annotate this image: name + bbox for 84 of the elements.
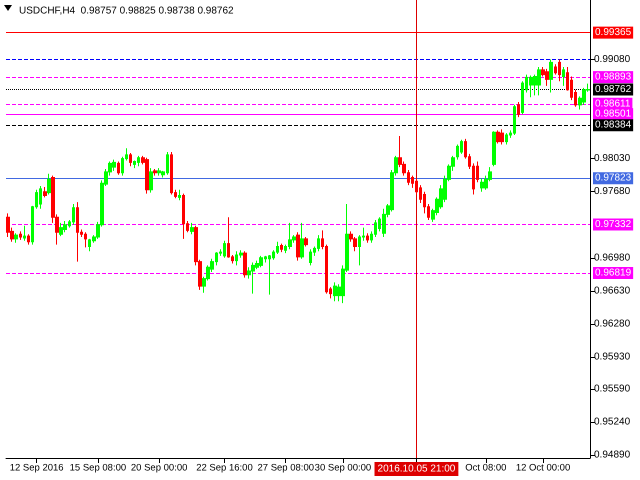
candlestick [133,160,136,169]
y-tick-label: 0.98030 [594,153,631,164]
candlestick [558,58,561,82]
candlestick [296,232,300,262]
candlestick [517,101,520,118]
y-tick-label: 0.95930 [594,351,631,362]
y-tick-label: 0.96280 [594,318,631,330]
candlestick [529,75,533,98]
candlestick [366,232,369,244]
ref-line-label: 0.98384 [595,120,632,131]
candlestick [268,254,271,296]
candlestick [14,232,18,244]
candlestick [492,130,496,167]
x-tick-label: 30 Sep 00:00 [314,462,372,474]
candlestick [182,193,185,240]
candlestick [333,282,337,302]
candlestick [545,68,549,86]
candlestick [562,66,565,86]
candlestick [190,222,194,235]
candlestick [317,234,320,252]
y-tick-label: 0.94890 [594,450,631,461]
y-tick-label: 0.96980 [594,252,631,264]
candlestick [153,168,157,176]
candlestick [223,240,226,258]
candlestick [513,104,516,136]
candlestick [280,243,283,253]
candlestick [480,178,484,192]
candlestick [23,225,26,242]
candlestick [6,212,10,238]
candlestick [129,152,132,167]
ref-line-label: 0.98762 [595,84,632,96]
candlestick [243,250,247,278]
candlestick [117,160,120,176]
x-tick-label: 15 Sep 08:00 [70,462,126,474]
ref-line-label: 0.97823 [595,172,632,184]
candlestick [112,159,116,172]
y-tick-label: 0.95590 [594,384,631,395]
candlestick [537,66,541,96]
ref-line-label: 0.99365 [595,27,632,38]
candlestick [170,152,173,196]
candlestick [72,203,75,226]
y-tick-label: 0.95240 [594,416,631,428]
candlestick [145,157,149,194]
candlestick [39,186,42,210]
candlestick [309,248,312,266]
candlestick [288,222,292,250]
candlestick [137,155,140,167]
candlestick [300,222,304,260]
text: USDCHF,H4 0.98757 0.98825 0.98738 0.98762 [19,6,234,16]
candlestick [19,230,22,240]
candlestick [59,222,63,237]
candlestick [178,189,181,201]
candlestick [251,262,255,294]
ref-line-label: 0.98893 [595,72,632,83]
candlestick [259,255,263,268]
candlestick [76,202,79,262]
x-tick-label: 12 Oct 00:00 [516,462,570,474]
x-tick-label: 22 Sep 16:00 [196,462,253,474]
candlestick [500,128,504,145]
y-tick-label: 0.97680 [594,186,631,198]
x-tick-label: 27 Sep 08:00 [257,462,314,474]
ref-line-label: 0.98501 [595,108,632,120]
candlestick [63,220,67,233]
y-tick-label: 0.96630 [594,285,631,296]
candlestick [496,130,500,144]
candlestick [549,58,553,94]
candlestick [304,236,308,247]
ref-line-label: 0.98611 [595,98,631,110]
ref-line-label: 0.96819 [595,268,632,279]
candlestick [505,132,508,145]
candlestick [47,173,51,196]
candlestick [382,208,386,238]
ref-line-label: 0.97332 [595,219,632,230]
candlestick [27,234,30,246]
x-tick-label: 2016.10.05 21:00 [378,464,456,474]
y-tick-label: 0.99080 [594,54,631,65]
candlestick [157,168,161,176]
x-tick-label: Oct 08:00 [465,462,506,474]
candlestick [582,87,586,106]
x-tick-label: 12 Sep 2016 [10,462,64,474]
candlestick [149,168,153,194]
candlestick [84,232,87,248]
x-tick-label: 20 Sep 00:00 [130,462,188,474]
candlestick [43,186,47,198]
